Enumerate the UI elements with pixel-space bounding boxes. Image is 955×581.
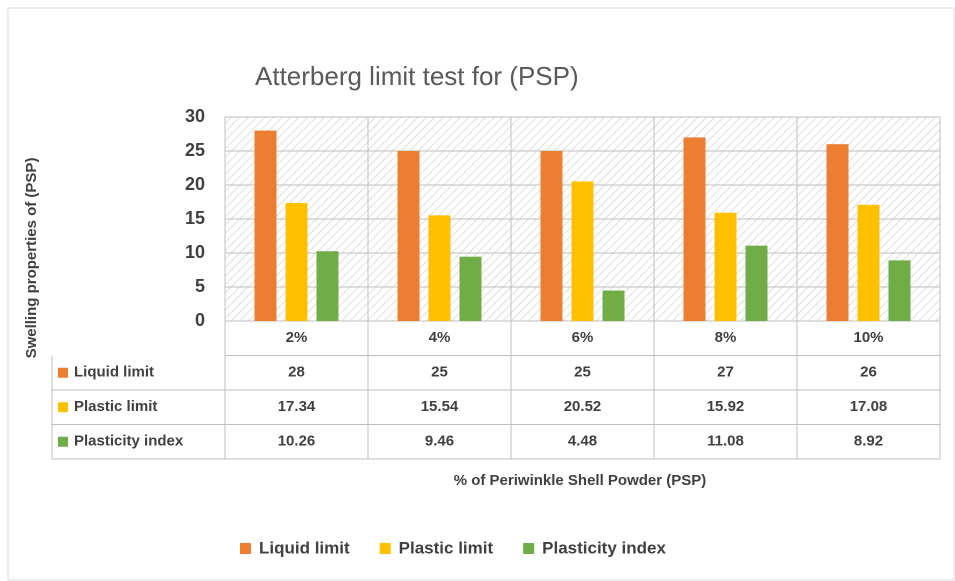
x-axis-label: % of Periwinkle Shell Powder (PSP) [454, 472, 707, 489]
bar [316, 251, 339, 321]
legend-label: Plastic limit [399, 538, 494, 557]
bar [540, 151, 563, 321]
legend-label: Plasticity index [542, 538, 666, 557]
bar [254, 130, 277, 321]
legend-key [523, 543, 535, 554]
y-tick-label: 5 [195, 276, 205, 296]
table-cell: 26 [860, 364, 877, 381]
legend-key [240, 543, 251, 554]
table-cell: 17.08 [850, 398, 888, 415]
bar [602, 290, 625, 321]
table-cell: 15.92 [707, 398, 745, 415]
table-cell: 28 [288, 364, 305, 381]
y-tick-label: 25 [185, 140, 205, 160]
table-row-label: Plasticity index [74, 433, 184, 450]
table-cell: 15.54 [421, 398, 459, 415]
y-tick-label: 15 [185, 208, 205, 228]
bar [745, 245, 768, 321]
bar [714, 212, 737, 321]
bar [459, 256, 482, 321]
x-tick-label: 10% [853, 329, 883, 346]
x-tick-label: 8% [715, 329, 737, 346]
bar [826, 144, 849, 321]
table-cell: 10.26 [278, 433, 316, 450]
table-cell: 17.34 [278, 398, 316, 415]
table-cell: 8.92 [854, 433, 883, 450]
bar [683, 137, 706, 321]
table-cell: 9.46 [425, 433, 454, 450]
table-cell: 20.52 [564, 398, 602, 415]
y-axis-label: Swelling properties of (PSP) [23, 158, 40, 359]
table-cell: 25 [574, 364, 591, 381]
x-tick-label: 2% [286, 329, 308, 346]
y-tick-label: 10 [185, 242, 205, 262]
table-cell: 11.08 [707, 433, 744, 450]
y-tick-label: 20 [185, 174, 205, 194]
y-tick-label: 0 [195, 310, 205, 330]
legend-key [379, 543, 391, 554]
table-legend-key [58, 367, 68, 378]
bar [888, 260, 911, 321]
bar [428, 215, 451, 321]
table-row-label: Liquid limit [74, 364, 154, 381]
y-tick-label: 30 [185, 106, 205, 126]
bar [571, 181, 594, 321]
bar [397, 151, 420, 321]
table-legend-key [58, 436, 68, 447]
table-legend-key [58, 402, 68, 413]
x-tick-label: 6% [572, 329, 594, 346]
bar [857, 204, 880, 321]
chart-title: Atterberg limit test for (PSP) [255, 61, 579, 91]
table-cell: 4.48 [568, 433, 597, 450]
table-cell: 25 [431, 364, 448, 381]
legend-label: Liquid limit [259, 538, 350, 557]
table-row-label: Plastic limit [74, 398, 157, 415]
bar [285, 203, 308, 321]
x-tick-label: 4% [429, 329, 451, 346]
table-cell: 27 [717, 364, 734, 381]
